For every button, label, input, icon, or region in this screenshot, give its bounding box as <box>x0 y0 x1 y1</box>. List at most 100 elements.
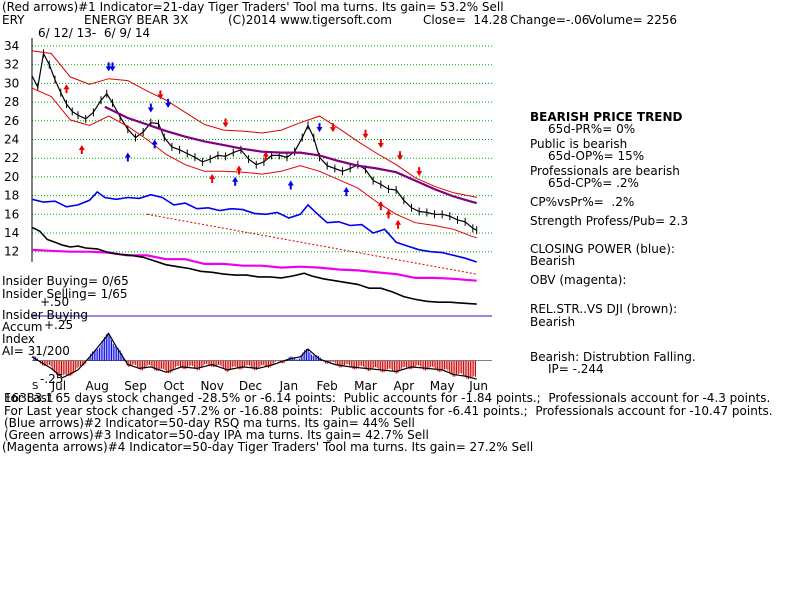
insider-buying-2: Insider Buying <box>2 308 88 322</box>
x-month-label: Jun <box>468 379 488 393</box>
series-closing-power <box>31 190 477 263</box>
footer-line1-overlap: 16383.1 <box>4 391 54 405</box>
series-upper-envelope <box>31 50 477 198</box>
minus-25-label: -.25 <box>40 372 64 386</box>
red-up-arrow-head <box>236 165 242 171</box>
red-down-arrow-head <box>416 171 423 177</box>
x-month-label: Nov <box>200 379 223 393</box>
trend-title: BEARISH PRICE TREND <box>530 110 683 124</box>
blue-up-arrow <box>343 187 350 197</box>
red-down-arrow <box>397 151 403 161</box>
footer-line5: (Magenta arrows)#4 Indicator=50-day Tige… <box>2 440 534 454</box>
x-month-labels: Jul Aug Sep Oct Nov Dec Jan Feb Mar Apr May Jun <box>51 379 488 393</box>
footer-line1: For Last 65 days stock changed -28.5% or… <box>4 391 771 405</box>
red-up-arrow-head <box>63 84 70 90</box>
red-up-arrow <box>236 165 242 175</box>
red-down-arrow <box>362 129 369 139</box>
blue-up-arrow-head <box>232 176 239 182</box>
blue-up-arrow-head <box>343 187 350 193</box>
x-month-label: Mar <box>354 379 377 393</box>
red-down-arrow <box>329 123 336 133</box>
plus-50-label: +.50 <box>40 295 70 309</box>
y-tick-label: 26 <box>4 114 19 128</box>
red-up-arrow <box>385 209 392 219</box>
relstr-label: REL.STR..VS DJI (brown): <box>530 302 678 316</box>
x-month-label: Dec <box>239 379 262 393</box>
x-month-label: Sep <box>124 379 147 393</box>
y-tick-label: 22 <box>4 151 19 165</box>
header-indicator-line: (Red arrows)#1 Indicator=21-day Tiger Tr… <box>2 0 504 14</box>
relstr-value: Bearish <box>530 315 576 329</box>
y-tick-label: 34 <box>4 39 19 53</box>
blue-up-arrow <box>232 176 239 186</box>
red-up-arrow-head <box>395 219 402 225</box>
ai-value: AI= 31/200 <box>2 344 70 358</box>
red-down-arrow-head <box>329 127 336 133</box>
insider-selling: Insider Selling= 1/65 <box>2 287 128 301</box>
gridlines <box>31 38 492 262</box>
red-up-arrow <box>209 173 216 183</box>
red-down-arrow-head <box>222 122 229 128</box>
pros-value: 65d-CP%= .2% <box>548 176 639 190</box>
change-value: Change=-.06 <box>510 13 590 27</box>
blue-up-arrow <box>151 139 158 149</box>
x-month-label: Aug <box>85 379 108 393</box>
symbol: ERY <box>2 13 25 27</box>
closing-power-label: CLOSING POWER (blue): <box>530 242 675 256</box>
blue-down-arrow <box>105 62 112 72</box>
x-month-label: Feb <box>317 379 338 393</box>
index-label: Index <box>2 332 36 346</box>
red-down-arrow-head <box>397 155 403 161</box>
pros-title: Professionals are bearish <box>530 164 680 178</box>
red-up-arrow <box>78 144 85 154</box>
y-tick-label: 28 <box>4 95 19 109</box>
footer-line2: For Last year stock changed -57.2% or -1… <box>4 404 773 418</box>
series-relative-strength <box>31 226 477 305</box>
copyright: (C)2014 www.tigersoft.com <box>228 13 392 27</box>
y-tick-label: 18 <box>4 189 19 203</box>
y-tick-label: 14 <box>4 226 19 240</box>
y-tick-label: 20 <box>4 170 19 184</box>
blue-up-arrow-head <box>287 180 294 186</box>
red-up-arrow <box>63 84 70 94</box>
blue-up-arrow-head <box>124 152 131 158</box>
x-month-label: May <box>430 379 455 393</box>
red-up-arrow <box>262 151 269 161</box>
accum-ma-line <box>31 332 477 380</box>
public-title: Public is bearish <box>530 137 628 151</box>
red-down-arrow-head <box>157 94 164 100</box>
accum-value: IP= -.244 <box>548 362 604 376</box>
insider-buying: Insider Buying= 0/65 <box>2 274 129 288</box>
y-tick-label: 32 <box>4 58 19 72</box>
x-month-label: Apr <box>393 379 414 393</box>
blue-down-arrow <box>316 123 323 133</box>
series-moving-average <box>104 105 477 205</box>
x-month-label: Jan <box>279 379 299 393</box>
y-tick-labels: 12 14 16 18 20 22 24 26 28 30 32 34 <box>4 39 19 259</box>
stock-name: ENERGY BEAR 3X <box>84 13 189 27</box>
red-up-arrow-head <box>377 201 384 207</box>
blue-down-arrow-head <box>147 107 154 113</box>
blue-down-arrow-head <box>316 127 323 133</box>
volume-value: Volume= 2256 <box>588 13 678 27</box>
public-value: 65d-OP%= 15% <box>548 149 645 163</box>
cpvspr: CP%vsPr%= .2% <box>530 195 635 209</box>
y-tick-label: 30 <box>4 76 19 90</box>
red-down-arrow <box>157 90 164 100</box>
blue-down-arrow <box>147 103 154 113</box>
blue-up-arrow-head <box>151 139 158 145</box>
red-down-arrow-head <box>362 133 369 139</box>
obv-label: OBV (magenta): <box>530 273 627 287</box>
red-down-arrow <box>416 167 423 177</box>
red-up-arrow-head <box>209 173 216 179</box>
series-price <box>31 51 477 231</box>
signal-arrows <box>63 62 423 229</box>
x-month-label: Jul <box>51 379 66 393</box>
footer-line3: (Blue arrows)#2 Indicator=50-day RSQ ma … <box>4 416 415 430</box>
blue-down-arrow-head <box>109 66 116 72</box>
red-down-arrow <box>222 118 229 128</box>
blue-up-arrow <box>124 152 131 162</box>
red-up-arrow-head <box>385 209 392 215</box>
date-range: 6/ 12/ 13- 6/ 9/ 14 <box>38 26 151 40</box>
